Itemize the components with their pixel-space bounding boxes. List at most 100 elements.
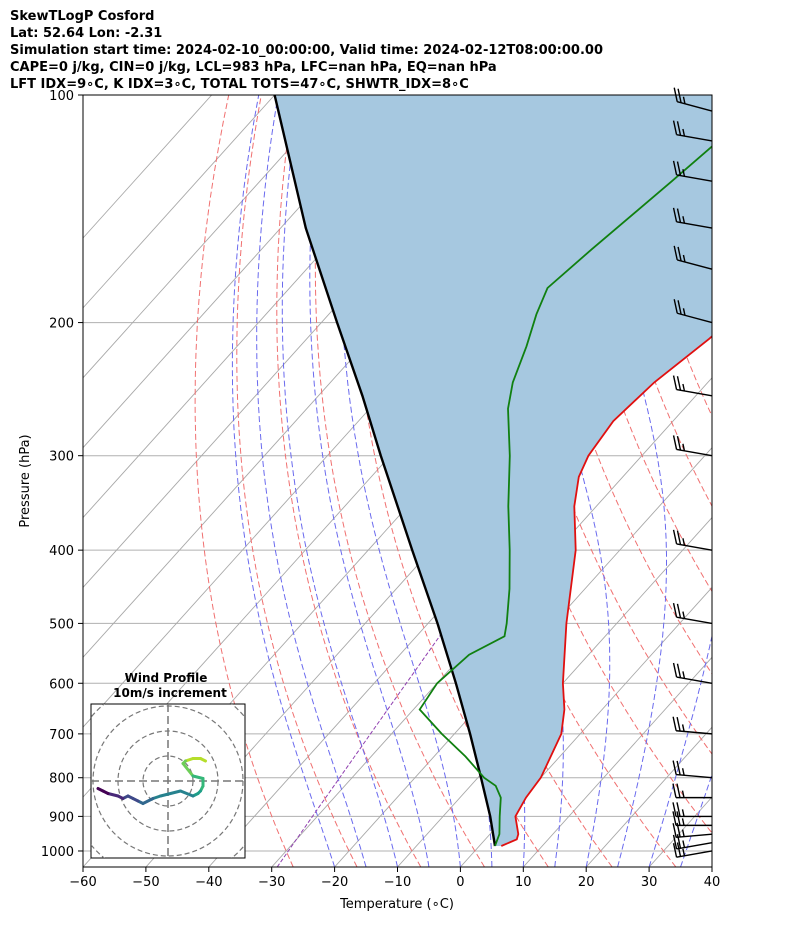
x-tick-label: 20 <box>578 875 595 890</box>
wind-barb-half-flag <box>682 383 686 392</box>
hodograph-segment <box>141 797 155 805</box>
isotherm-line <box>522 656 712 867</box>
wind-barb <box>672 842 713 858</box>
x-tick-label: 40 <box>704 875 721 890</box>
wind-barb-staff <box>677 259 713 270</box>
stability-indices: CAPE=0 j/kg, CIN=0 j/kg, LCL=983 hPa, LF… <box>10 60 497 75</box>
wind-barb-flag <box>672 603 678 618</box>
dry-adiabat-line <box>782 95 794 867</box>
mixing-ratio-line <box>276 257 712 867</box>
wind-barb-staff <box>676 448 713 457</box>
wind-barb <box>673 87 713 112</box>
y-axis-label: Pressure (hPa) <box>18 434 33 527</box>
temperature-line <box>500 335 712 847</box>
hodograph <box>91 704 245 858</box>
moist-adiabat-line <box>281 95 398 867</box>
wind-barb <box>673 245 713 270</box>
wind-barb-staff <box>676 616 713 625</box>
wind-barb-flag <box>676 802 681 817</box>
y-tick-label: 700 <box>49 728 74 743</box>
wind-barb-half-flag <box>682 538 686 546</box>
wind-barb-half-flag <box>682 671 686 679</box>
wind-barb-flag <box>673 245 678 261</box>
isotherm-line <box>334 446 712 867</box>
wind-barb-staff <box>676 773 713 779</box>
wind-barb-flag <box>672 811 677 826</box>
isotherm-line <box>460 586 712 867</box>
header: SkewTLogP Cosford Lat: 52.64 Lon: -2.31 … <box>10 8 603 93</box>
wind-barb-staff <box>677 101 713 112</box>
wind-barb-flag <box>676 435 682 451</box>
y-tick-label: 1000 <box>41 845 74 860</box>
wind-barb-flag <box>677 88 682 103</box>
wind-barb-flag <box>672 834 678 850</box>
wind-barb-half-flag <box>682 216 686 224</box>
hodograph-segment <box>96 787 105 793</box>
hodograph-segment <box>179 789 195 798</box>
dry-adiabat-line <box>586 95 712 508</box>
wind-barb-staff <box>676 833 713 838</box>
wind-barb <box>672 603 713 625</box>
hodograph-title: Wind Profile <box>125 671 208 685</box>
wind-barb-flag <box>673 299 678 314</box>
wind-barb-flag <box>672 207 678 223</box>
wind-barb-flag <box>672 823 677 838</box>
wind-barb-staff <box>676 174 713 182</box>
location: Lat: 52.64 Lon: -2.31 <box>10 26 163 41</box>
x-tick-label: −30 <box>258 875 285 890</box>
wind-barb-half-flag <box>681 829 685 837</box>
moist-adiabat-line <box>582 95 667 867</box>
wind-barb-flag <box>677 300 682 315</box>
x-axis-label: Temperature (∘C) <box>339 897 454 912</box>
wind-barb-staff <box>677 312 713 324</box>
wind-barb-flag <box>672 783 677 798</box>
wind-barb-half-flag <box>681 724 685 732</box>
wind-barb-half-flag <box>681 790 685 798</box>
wind-barb <box>672 375 713 397</box>
wind-barb <box>672 760 713 779</box>
wind-barb-half-flag <box>682 443 686 451</box>
wind-barb-flag <box>676 208 682 223</box>
hodograph-segment <box>181 762 195 778</box>
wind-barb-half-flag <box>682 169 686 177</box>
wind-barb-flag <box>672 375 678 390</box>
wind-barb <box>672 160 713 182</box>
wind-barb-staff <box>676 850 713 858</box>
wind-barb <box>672 811 712 827</box>
y-tick-label: 500 <box>49 617 74 632</box>
isotherm-line <box>585 726 712 867</box>
moist-adiabat-line <box>512 95 611 867</box>
cin-shading <box>274 95 712 846</box>
hodograph-segment <box>191 774 205 780</box>
wind-barb <box>672 662 713 684</box>
y-tick-label: 100 <box>49 89 74 104</box>
wind-barb-half-flag <box>682 611 686 619</box>
wind-barb-staff <box>676 676 713 684</box>
x-tick-label: −10 <box>384 875 411 890</box>
other-indices: LFT IDX=9∘C, K IDX=3∘C, TOTAL TOTS=47∘C,… <box>10 77 469 92</box>
y-tick-label: 900 <box>49 810 74 825</box>
moist-adiabat-line <box>744 95 794 867</box>
wind-barb <box>672 802 712 818</box>
wind-barb-flag <box>672 160 678 176</box>
x-tick-label: −20 <box>321 875 348 890</box>
wind-barb-half-flag <box>682 848 686 856</box>
times: Simulation start time: 2024-02-10_00:00:… <box>10 43 603 58</box>
wind-barb-flag <box>672 529 678 545</box>
isotherm-line <box>83 95 213 239</box>
hodograph-segment <box>106 792 120 798</box>
wind-barb <box>672 207 713 229</box>
dry-adiabat-line <box>422 95 677 867</box>
y-tick-label: 600 <box>49 677 74 692</box>
wind-barb-staff <box>676 730 713 735</box>
isotherm-line <box>83 95 275 309</box>
parcel-profile-line <box>273 95 497 847</box>
wind-barb-flag <box>672 716 677 731</box>
dewpoint-line <box>418 145 712 847</box>
isotherm-line <box>83 95 338 379</box>
wind-barb-flag <box>676 530 682 545</box>
x-tick-label: 0 <box>456 875 464 890</box>
isotherm-line <box>271 377 712 867</box>
y-tick-label: 300 <box>49 450 74 465</box>
